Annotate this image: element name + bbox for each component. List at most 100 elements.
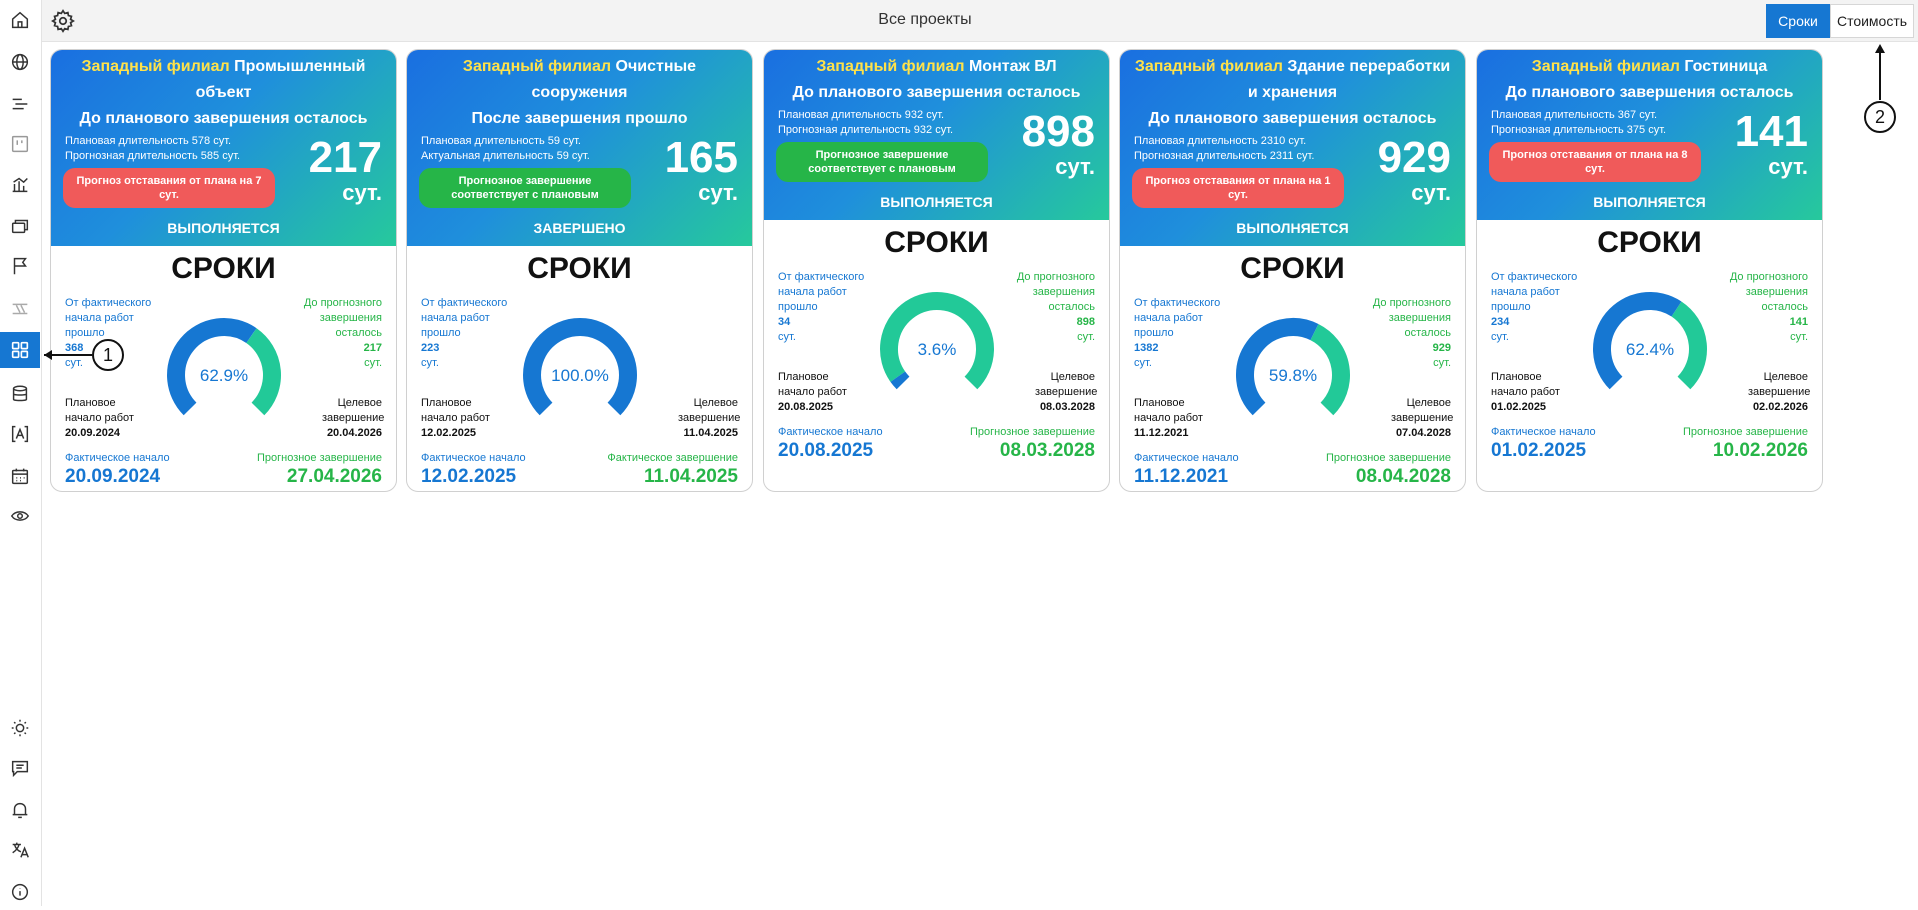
gauge-remaining-arc: [1671, 301, 1707, 390]
project-name: Очистные сооружения: [531, 58, 697, 101]
planned-start-date: 01.02.2025: [1491, 401, 1547, 413]
planned-start-label: Плановое начало работ: [1491, 371, 1560, 398]
home-icon[interactable]: [0, 2, 40, 38]
eye-icon[interactable]: [0, 498, 40, 534]
translate-icon[interactable]: [0, 832, 40, 868]
actual-start-date: 11.12.2021: [1134, 466, 1229, 487]
days-count: 165: [664, 133, 738, 182]
elapsed-label: От фактического начала работ прошло: [1491, 271, 1578, 313]
card-body: СРОКИ От фактического начала работ прошл…: [51, 246, 396, 491]
actual-start-label: Фактическое начало: [1134, 452, 1239, 464]
forecast-pill: Прогнозное завершение соответствует с пл…: [776, 142, 988, 182]
planned-start-date: 20.08.2025: [778, 401, 834, 413]
elapsed-value: 234: [1491, 316, 1510, 328]
gauge-elapsed-arc: [1593, 292, 1682, 390]
gantt-icon[interactable]: [0, 290, 40, 326]
board-icon[interactable]: [0, 126, 40, 162]
header-subtitle: До планового завершения осталось: [1148, 110, 1437, 127]
project-title: Западный филиал Здание переработки и хра…: [1120, 50, 1465, 106]
target-finish-label: Целевое завершение: [322, 397, 385, 424]
duration-forecast: Прогнозная длительность 2311 сут.: [1134, 150, 1315, 162]
days-unit: сут.: [342, 180, 382, 205]
remaining-label: До прогнозного завершения осталось: [303, 297, 382, 339]
planned-start: Плановое начало работ 11.12.2021: [1134, 396, 1214, 441]
project-card[interactable]: Западный филиал Монтаж ВЛ До планового з…: [763, 49, 1110, 492]
project-status: ВЫПОЛНЯЕТСЯ: [1236, 220, 1349, 236]
section-title: СРОКИ: [1240, 252, 1345, 285]
remaining-unit: сут.: [1433, 357, 1451, 369]
days-count: 141: [1734, 107, 1808, 156]
gauge-percent-label: 3.6%: [918, 340, 957, 359]
branch-name: Западный филиал: [816, 58, 965, 75]
actual-start-label: Фактическое начало: [1491, 426, 1596, 438]
gauge-percent-label: 62.4%: [1626, 340, 1674, 359]
target-finish-date: 20.04.2026: [326, 427, 382, 439]
branch-name: Западный филиал: [1134, 58, 1283, 75]
days-count: 217: [308, 133, 382, 182]
duration-forecast: Актуальная длительность 59 сут.: [421, 150, 590, 162]
project-card[interactable]: Западный филиал Здание переработки и хра…: [1119, 49, 1466, 492]
list-icon[interactable]: [0, 86, 40, 122]
settings-gear-icon[interactable]: [50, 8, 76, 34]
planned-start-label: Плановое начало работ: [778, 371, 847, 398]
elapsed-unit: сут.: [1491, 331, 1509, 343]
project-status: ВЫПОЛНЯЕТСЯ: [167, 220, 280, 236]
elapsed-block: От фактического начала работ прошло 34 с…: [778, 270, 888, 345]
layers-icon[interactable]: [0, 208, 40, 244]
project-name: Гостиница: [1684, 58, 1768, 75]
duration-forecast: Прогнозная длительность 932 сут.: [778, 124, 954, 136]
project-name: Монтаж ВЛ: [968, 58, 1057, 75]
planned-start-date: 20.09.2024: [65, 427, 121, 439]
bell-icon[interactable]: [0, 792, 40, 828]
elapsed-block: От фактического начала работ прошло 234 …: [1491, 270, 1601, 345]
remaining-block: До прогнозного завершения осталось 141 с…: [1698, 270, 1808, 345]
elapsed-label: От фактического начала работ прошло: [1134, 297, 1221, 339]
target-finish: Целевое завершение 20.04.2026: [322, 396, 385, 441]
project-card[interactable]: Западный филиал Промышленный объект До п…: [50, 49, 397, 492]
sun-icon[interactable]: [0, 710, 40, 746]
flag-icon[interactable]: [0, 248, 40, 284]
tab-stoimost[interactable]: Стоимость: [1830, 4, 1914, 38]
duration-planned: Плановая длительность 367 сут.: [1491, 109, 1658, 121]
planned-start: Плановое начало работ 20.08.2025: [778, 370, 858, 415]
branch-name: Западный филиал: [1531, 58, 1680, 75]
target-finish-label: Целевое завершение: [1035, 371, 1098, 398]
forecast-finish-date: 27.04.2026: [286, 466, 382, 487]
target-finish-date: 08.03.2028: [1039, 401, 1095, 413]
remaining-label: До прогнозного завершения осталось: [1372, 297, 1451, 339]
card-header: Западный филиал Гостиница До планового з…: [1477, 50, 1822, 220]
callout-2: 2: [1864, 101, 1896, 133]
forecast-finish-label: Прогнозное завершение: [1325, 452, 1451, 464]
calendar-icon[interactable]: [0, 458, 40, 494]
duration-planned: Плановая длительность 59 сут.: [421, 135, 581, 147]
project-status: ВЫПОЛНЯЕТСЯ: [880, 194, 993, 210]
project-title: Западный филиал Монтаж ВЛ: [764, 50, 1109, 80]
project-card[interactable]: Западный филиал Гостиница До планового з…: [1476, 49, 1823, 492]
remaining-block: До прогнозного завершения осталось 929 с…: [1341, 296, 1451, 371]
database-icon[interactable]: [0, 376, 40, 412]
globe-icon[interactable]: [0, 44, 40, 80]
gauge-elapsed-arc: [890, 371, 910, 390]
durations: Плановая длительность 578 сут. Прогнозна…: [65, 134, 240, 164]
text-field-icon[interactable]: [0, 416, 40, 452]
elapsed-label: От фактического начала работ прошло: [778, 271, 865, 313]
gauge-elapsed-arc: [167, 318, 257, 416]
remaining-label: До прогнозного завершения осталось: [1016, 271, 1095, 313]
elapsed-unit: сут.: [65, 357, 83, 369]
header-subtitle: После завершения прошло: [471, 110, 688, 127]
info-icon[interactable]: [0, 874, 40, 910]
forecast-finish-date: 08.04.2028: [1355, 466, 1451, 487]
duration-planned: Плановая длительность 2310 сут.: [1134, 135, 1307, 147]
forecast-finish-label: Прогнозное завершение: [1682, 426, 1808, 438]
grid-icon[interactable]: [0, 332, 40, 368]
project-card[interactable]: Западный филиал Очистные сооружения Посл…: [406, 49, 753, 492]
tab-sroki[interactable]: Сроки: [1766, 4, 1830, 38]
actual-start-date: 12.02.2025: [421, 466, 517, 487]
days-unit: сут.: [1768, 154, 1808, 179]
card-header: Западный филиал Монтаж ВЛ До планового з…: [764, 50, 1109, 220]
sidebar: [0, 0, 42, 906]
section-title: СРОКИ: [884, 226, 989, 259]
chat-icon[interactable]: [0, 750, 40, 786]
chart-icon[interactable]: [0, 166, 40, 202]
forecast-pill: Прогноз отставания от плана на 7 сут.: [63, 168, 275, 208]
